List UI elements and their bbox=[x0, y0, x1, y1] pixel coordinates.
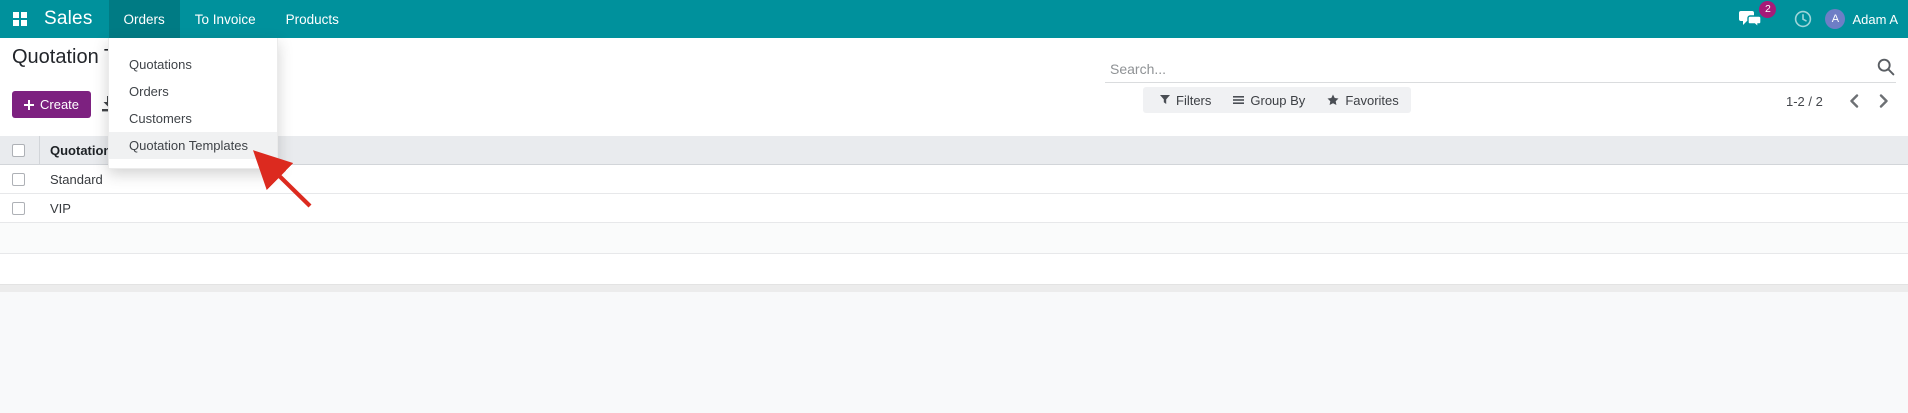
navbar-right: 2 A Adam A bbox=[1739, 0, 1908, 38]
messages-badge: 2 bbox=[1759, 0, 1777, 18]
row-checkbox-cell bbox=[0, 194, 40, 222]
table-row-standard[interactable]: Standard bbox=[0, 165, 1908, 194]
orders-dropdown-menu: Quotations Orders Customers Quotation Te… bbox=[108, 38, 278, 169]
page-background bbox=[0, 292, 1908, 413]
chevron-left-icon bbox=[1850, 94, 1859, 108]
star-icon bbox=[1327, 94, 1339, 105]
pager-next-button[interactable] bbox=[1871, 88, 1897, 114]
user-avatar[interactable]: A bbox=[1825, 9, 1846, 29]
pager-previous-button[interactable] bbox=[1841, 88, 1867, 114]
menu-item-customers[interactable]: Customers bbox=[129, 111, 192, 126]
header-checkbox-cell bbox=[0, 136, 40, 164]
search-options-bar: Filters Group By Favorites bbox=[1143, 87, 1411, 113]
filters-label: Filters bbox=[1176, 92, 1212, 108]
clock-icon bbox=[1795, 10, 1812, 28]
group-lines-icon bbox=[1233, 96, 1245, 104]
navbar-menus: Orders To Invoice Products bbox=[108, 0, 354, 38]
empty-list-stripe bbox=[0, 223, 1908, 254]
chevron-right-icon bbox=[1879, 94, 1888, 108]
filter-funnel-icon bbox=[1160, 95, 1170, 104]
row-name: Standard bbox=[50, 171, 103, 187]
filters-button[interactable]: Filters bbox=[1149, 87, 1222, 113]
search-icon bbox=[1877, 58, 1895, 76]
table-row-vip[interactable]: VIP bbox=[0, 194, 1908, 223]
content-divider-band bbox=[0, 285, 1908, 292]
row-checkbox[interactable] bbox=[12, 201, 25, 215]
row-checkbox[interactable] bbox=[12, 172, 25, 186]
pager-range: 1-2 / 2 bbox=[1786, 93, 1823, 109]
group-by-label: Group By bbox=[1250, 92, 1306, 108]
user-name[interactable]: Adam A bbox=[1852, 11, 1898, 27]
nav-menu-orders[interactable]: Orders bbox=[108, 0, 180, 38]
group-by-button[interactable]: Group By bbox=[1222, 87, 1316, 113]
plus-icon bbox=[24, 99, 34, 110]
apps-grid-icon bbox=[13, 12, 27, 26]
content-bottom-area bbox=[0, 254, 1908, 285]
favorites-label: Favorites bbox=[1345, 92, 1399, 108]
create-button-label: Create bbox=[40, 97, 80, 112]
messages-icon bbox=[1739, 10, 1763, 29]
nav-menu-to-invoice[interactable]: To Invoice bbox=[194, 11, 256, 27]
search-input[interactable] bbox=[1105, 55, 1896, 83]
pager: 1-2 / 2 bbox=[1786, 88, 1897, 114]
nav-menu-products[interactable]: Products bbox=[285, 11, 339, 27]
activities-button[interactable] bbox=[1794, 10, 1812, 28]
navbar-left: Sales Orders To Invoice Products bbox=[0, 0, 354, 38]
favorites-button[interactable]: Favorites bbox=[1316, 87, 1409, 113]
menu-item-quotation-templates[interactable]: Quotation Templates bbox=[109, 132, 277, 159]
search-button[interactable] bbox=[1877, 58, 1895, 76]
messages-button[interactable]: 2 bbox=[1739, 0, 1777, 29]
row-name: VIP bbox=[50, 200, 71, 216]
select-all-checkbox[interactable] bbox=[12, 143, 25, 157]
top-navbar: Sales Orders To Invoice Products 2 bbox=[0, 0, 1908, 38]
create-button[interactable]: Create bbox=[12, 91, 92, 118]
menu-item-quotations[interactable]: Quotations bbox=[129, 57, 192, 72]
apps-menu-button[interactable] bbox=[0, 0, 27, 38]
app-name[interactable]: Sales bbox=[44, 8, 93, 29]
table-header-row: Quotation Templates bbox=[0, 136, 1908, 165]
menu-item-orders[interactable]: Orders bbox=[129, 84, 169, 99]
row-checkbox-cell bbox=[0, 165, 40, 193]
